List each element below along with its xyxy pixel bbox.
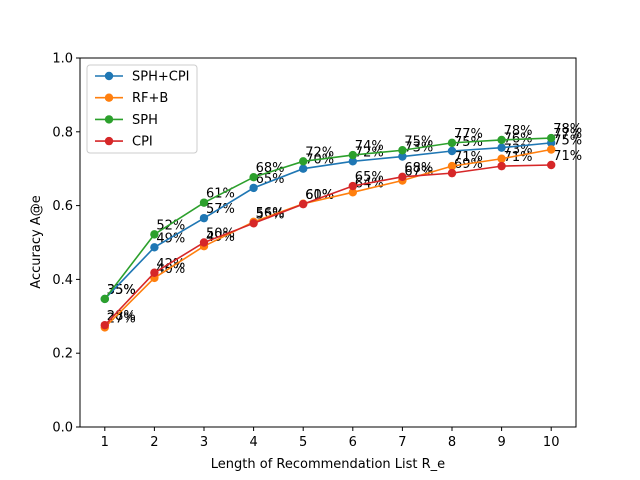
data-point	[150, 230, 159, 239]
legend-entry: SPH+CPI	[132, 70, 190, 85]
legend-marker	[104, 136, 114, 146]
data-label: 77%	[553, 127, 582, 142]
data-point	[398, 146, 407, 155]
x-tick-label: 7	[398, 435, 406, 450]
data-point	[100, 320, 110, 330]
data-label: 28%	[107, 309, 136, 324]
data-label: 65%	[256, 172, 285, 187]
data-point	[299, 199, 308, 209]
x-tick-label: 8	[448, 435, 456, 450]
y-tick-label: 0.0	[52, 421, 73, 436]
data-label: 68%	[404, 161, 433, 176]
y-tick-label: 0.8	[52, 125, 73, 140]
series-line	[104, 137, 552, 300]
data-point	[497, 154, 506, 163]
data-label: 40%	[156, 262, 185, 277]
y-tick-label: 1.0	[52, 52, 73, 67]
data-point	[398, 172, 407, 182]
legend: SPH+CPI RF+B SPH CPI	[86, 64, 198, 154]
x-tick-label: 1	[101, 435, 109, 450]
data-label: 74%	[355, 139, 384, 154]
y-tick-label: 0.2	[52, 347, 73, 362]
legend-entry: CPI	[132, 135, 153, 150]
data-point	[199, 198, 209, 207]
data-point	[348, 188, 357, 197]
x-tick-label: 4	[249, 435, 257, 450]
y-axis-label: Accuracy A@e	[29, 195, 44, 288]
legend-entry: RF+B	[132, 91, 168, 106]
data-point	[150, 243, 159, 252]
data-point	[447, 146, 457, 156]
data-label: 52%	[156, 218, 185, 233]
series-line	[104, 148, 552, 328]
data-label: 50%	[206, 227, 235, 242]
x-tick-label: 10	[543, 435, 560, 450]
data-point	[299, 164, 308, 173]
data-point	[447, 138, 457, 148]
data-label: 69%	[454, 157, 483, 172]
data-point	[547, 160, 556, 170]
series-line	[104, 164, 552, 326]
legend-marker	[104, 115, 114, 124]
data-label: 77%	[454, 127, 483, 142]
data-point	[398, 152, 407, 161]
data-label: 68%	[256, 161, 285, 176]
legend-entry: SPH	[132, 113, 158, 128]
x-tick-label: 3	[200, 435, 208, 450]
x-tick-label: 2	[150, 435, 158, 450]
data-point	[348, 157, 357, 166]
data-point	[249, 219, 258, 228]
series-line	[104, 142, 552, 300]
data-label: 75%	[404, 134, 433, 149]
data-point	[199, 213, 209, 223]
data-label: 72%	[305, 145, 334, 160]
data-point	[100, 294, 110, 304]
data-point	[249, 172, 258, 182]
data-point	[249, 183, 258, 193]
data-label: 56%	[256, 206, 285, 221]
data-label: 78%	[504, 124, 533, 139]
data-point	[447, 161, 457, 171]
data-point	[497, 135, 506, 145]
y-tick-label: 0.6	[52, 199, 73, 214]
data-point	[447, 168, 457, 178]
x-tick-label: 6	[349, 435, 357, 450]
data-point	[348, 150, 357, 160]
data-label: 70%	[305, 153, 334, 168]
data-label: 71%	[553, 149, 582, 164]
data-point	[497, 161, 506, 171]
data-label: 60%	[305, 188, 334, 203]
data-label: 64%	[355, 176, 384, 191]
legend-marker	[104, 93, 114, 102]
data-label: 78%	[553, 122, 582, 137]
legend-frame	[86, 64, 198, 154]
data-point	[497, 143, 506, 152]
data-point	[348, 181, 357, 191]
data-point	[199, 238, 209, 247]
data-point	[150, 268, 159, 277]
data-label: 75%	[553, 134, 582, 149]
data-point	[547, 133, 556, 143]
plot-frame	[79, 57, 577, 428]
data-label: 71%	[454, 150, 483, 165]
x-tick-label: 9	[497, 435, 505, 450]
data-point	[547, 145, 556, 154]
x-axis-label: Length of Recommendation List R_e	[211, 457, 445, 472]
y-tick-label: 0.4	[52, 273, 73, 288]
data-point	[299, 157, 308, 166]
x-tick-label: 5	[299, 435, 307, 450]
legend-marker	[104, 71, 114, 81]
